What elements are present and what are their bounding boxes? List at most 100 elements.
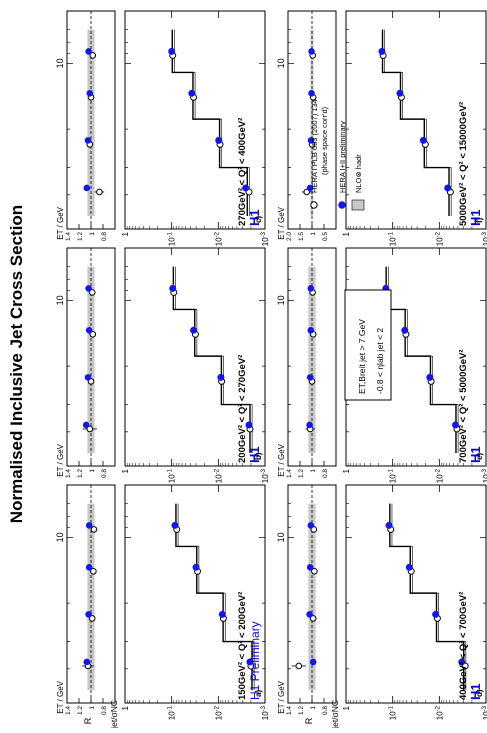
legend-band-marker	[351, 199, 365, 211]
main-ytick-label: 10-2	[435, 468, 444, 483]
h1-label: H1	[468, 683, 483, 700]
cut-box-frame	[344, 289, 392, 401]
hera12-ratio-point	[306, 421, 313, 429]
q2-range-label: 400GeV² < Q² < 700GeV²	[458, 592, 469, 700]
nlo-histogram-edge	[175, 266, 253, 453]
hera12-ratio-point	[307, 327, 315, 334]
legend-filled-circle-marker	[338, 201, 346, 209]
hera12-point	[378, 47, 386, 55]
panel-d: 1 10-1 10-2 10-3 0.8 1 1.2 1.4 10 ET / GeV d)H1400…	[276, 484, 487, 733]
main-ytick-label: 10-2	[435, 705, 444, 720]
panel-c: 1 10-1 10-2 10-3 0.8 1 1.2 1.4 10 ET / GeV c)H1270…	[55, 10, 270, 246]
main-ytick-label: 10-3	[482, 705, 487, 720]
legend-open-circle-marker	[310, 201, 318, 209]
nlo-histogram	[389, 503, 465, 690]
q2-range-label: 270GeV² < Q² < 400GeV²	[237, 118, 248, 226]
hera12-ratio-point	[86, 90, 94, 97]
h1-label: H1	[468, 209, 483, 226]
hera12-point	[188, 89, 196, 97]
h1-label: H1	[247, 209, 262, 226]
main-ytick-label: 1	[121, 705, 130, 710]
hera1-ratio-point	[86, 425, 94, 433]
nlo-histogram-edge	[387, 266, 459, 453]
hera12-point	[242, 184, 250, 192]
et-axis-label: ET / GeV	[277, 206, 286, 239]
hera12-ratio-point	[85, 327, 93, 334]
main-ytick-label: 10-2	[214, 231, 223, 246]
hera12-ratio-point	[83, 658, 91, 666]
h1-label: H1	[468, 446, 483, 463]
legend-hera1-label: HERA I PLB 653 (2007) 134	[310, 99, 319, 193]
hera12-ratio-point	[82, 421, 90, 429]
ratio-tick-label: 1.5	[298, 232, 305, 241]
hera12-point	[190, 326, 198, 334]
figure-title: Normalised Inclusive Jet Cross Section	[7, 205, 26, 523]
main-ytick-label: 1	[342, 705, 351, 710]
hera12-ratio-point	[84, 374, 92, 381]
hera1-ratio-point	[96, 188, 103, 196]
q2-range-label: 200GeV² < Q² < 270GeV²	[237, 355, 248, 463]
ratio-tick-label: 1	[310, 469, 317, 473]
nlo-histogram	[171, 29, 248, 216]
ratio-tick-label: 1.2	[298, 469, 305, 478]
hera12-point	[405, 563, 413, 571]
ratio-tick-label: 1	[310, 232, 317, 236]
hera1-ratio-point	[309, 615, 317, 622]
ratio-tick-label: 1.2	[77, 232, 84, 241]
ratio-axis-title: R	[304, 717, 314, 724]
main-ytick-label: 10-3	[261, 705, 270, 720]
main-frame	[345, 484, 487, 704]
main-frame	[345, 10, 487, 230]
main-ytick-label: 1	[121, 231, 130, 236]
ratio-tick-label: 0.5	[322, 232, 329, 241]
hera12-ratio-point	[85, 611, 92, 618]
et-tick-label: 10	[276, 58, 286, 68]
hera12-point	[432, 610, 440, 618]
main-frame	[124, 484, 266, 704]
cut-box-line2: -0.8 < ηlab jet < 2	[375, 328, 385, 394]
hera12-ratio-point	[85, 48, 92, 55]
et-axis-label: ET / GeV	[56, 443, 65, 476]
panel-letter: f)	[475, 217, 484, 223]
hera12-point	[396, 89, 404, 97]
hera12-point	[168, 47, 176, 55]
ratio-tick-label: 1.4	[65, 706, 72, 715]
cut-box-line1: ET,Breit jet > 7 GeV	[357, 319, 367, 394]
et-tick-label: 10	[276, 532, 286, 542]
ratio-tick-label: 1.2	[77, 469, 84, 478]
et-tick-label: 10	[55, 532, 65, 542]
hera12-ratio-point	[306, 611, 313, 618]
ratio-tick-label: 1.4	[65, 469, 72, 478]
hera12-ratio-point	[85, 564, 93, 571]
ratio-tick-label: 0.8	[101, 706, 108, 715]
hera12-point	[246, 658, 254, 666]
hera12-ratio-point	[307, 522, 315, 529]
panel-letter: a)	[254, 690, 263, 697]
panel-letter: d)	[475, 689, 484, 697]
hera12-point	[171, 521, 179, 529]
main-ytick-label: 10-2	[214, 468, 223, 483]
hera12-ratio-point	[307, 137, 315, 144]
main-ytick-label: 10-3	[261, 231, 270, 246]
legend: HERA I PLB 653 (2007) 134 (phase space co…	[310, 99, 365, 211]
cut-box: ET,Breit jet > 7 GeV -0.8 < ηlab jet < 2	[344, 289, 392, 401]
main-ytick-label: 10-1	[168, 231, 177, 246]
ratio-tick-label: 1	[89, 706, 96, 710]
ratio-tick-label: 1.4	[286, 706, 293, 715]
hera1-ratio-point	[311, 568, 318, 575]
ratio-tick-label: 0.8	[322, 469, 329, 478]
hera12-point	[401, 326, 409, 334]
hera12-point	[419, 136, 427, 144]
panel-letter: b)	[254, 452, 263, 460]
hera12-point	[458, 658, 466, 666]
main-ytick-label: 10-1	[168, 705, 177, 720]
ratio-tick-label: 1	[89, 232, 96, 236]
hera1-ratio-point	[88, 615, 96, 622]
main-axis-title: σjet/σNC	[109, 700, 119, 728]
main-frame	[124, 10, 266, 230]
panel-letter: c)	[254, 216, 263, 223]
nlo-histogram	[381, 29, 450, 216]
main-ytick-label: 1	[121, 468, 130, 473]
hera12-ratio-point	[85, 285, 92, 292]
